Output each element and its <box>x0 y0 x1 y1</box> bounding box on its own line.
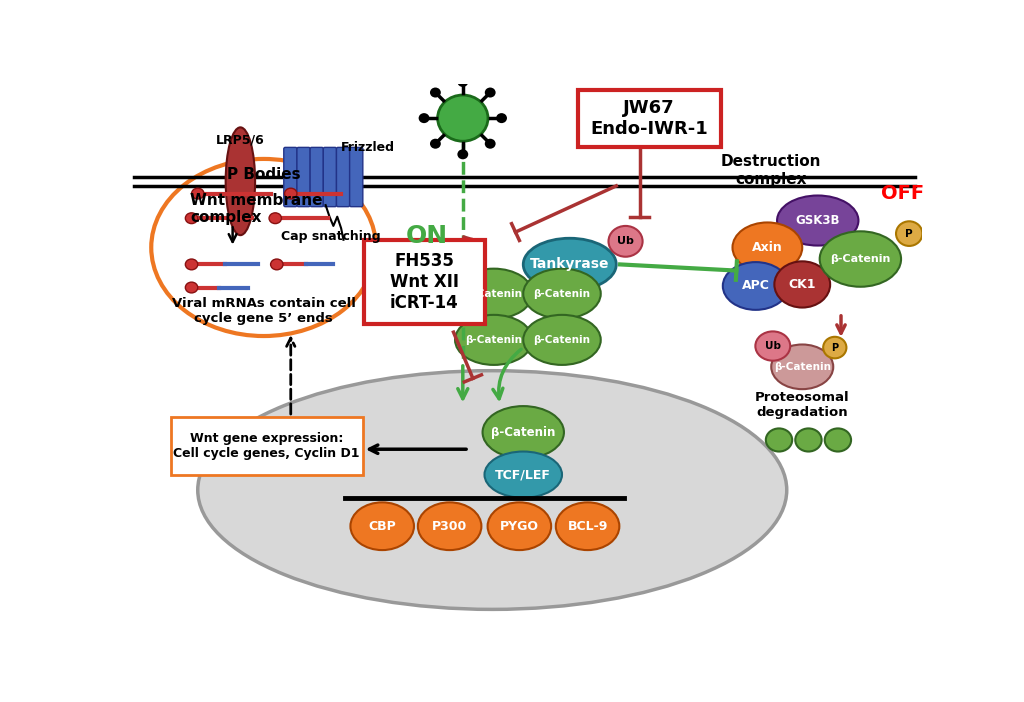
Ellipse shape <box>430 88 440 98</box>
Ellipse shape <box>455 315 532 365</box>
Ellipse shape <box>185 282 198 293</box>
Text: PYGO: PYGO <box>500 519 539 533</box>
Text: β-Catenin: β-Catenin <box>534 335 591 345</box>
Ellipse shape <box>484 451 562 498</box>
Text: Cap snatching: Cap snatching <box>281 230 380 243</box>
FancyBboxPatch shape <box>365 240 484 324</box>
Ellipse shape <box>269 213 282 224</box>
FancyBboxPatch shape <box>284 147 297 206</box>
Text: ON: ON <box>406 224 447 248</box>
FancyBboxPatch shape <box>578 90 721 147</box>
Text: P300: P300 <box>432 519 467 533</box>
Text: Viral mRNAs contain cell
cycle gene 5’ ends: Viral mRNAs contain cell cycle gene 5’ e… <box>172 297 355 324</box>
Text: CBP: CBP <box>369 519 396 533</box>
Text: OFF: OFF <box>882 184 925 203</box>
Text: GSK3B: GSK3B <box>796 214 840 227</box>
Text: APC: APC <box>741 279 770 293</box>
Text: P: P <box>905 229 913 239</box>
Ellipse shape <box>756 331 791 361</box>
Ellipse shape <box>350 503 414 550</box>
Ellipse shape <box>285 188 297 199</box>
Ellipse shape <box>484 88 496 98</box>
Ellipse shape <box>796 428 821 451</box>
Ellipse shape <box>430 139 440 149</box>
Ellipse shape <box>152 159 376 336</box>
FancyBboxPatch shape <box>349 147 362 206</box>
Text: Tankyrase: Tankyrase <box>530 258 609 272</box>
Ellipse shape <box>824 428 851 451</box>
FancyBboxPatch shape <box>310 147 324 206</box>
Ellipse shape <box>556 503 620 550</box>
Text: FH535
Wnt XII
iCRT-14: FH535 Wnt XII iCRT-14 <box>390 252 459 312</box>
Text: β-Catenin: β-Catenin <box>534 289 591 298</box>
Ellipse shape <box>523 269 601 319</box>
Text: JW67
Endo-IWR-1: JW67 Endo-IWR-1 <box>590 99 708 138</box>
Ellipse shape <box>225 127 255 235</box>
Text: Wnt membrane
complex: Wnt membrane complex <box>190 193 323 225</box>
Ellipse shape <box>732 223 802 272</box>
Ellipse shape <box>185 213 198 224</box>
Ellipse shape <box>484 139 496 149</box>
Ellipse shape <box>482 406 564 458</box>
Text: TCF/LEF: TCF/LEF <box>496 468 551 481</box>
Ellipse shape <box>487 503 551 550</box>
Ellipse shape <box>823 337 847 358</box>
Ellipse shape <box>419 113 429 123</box>
Ellipse shape <box>437 95 488 141</box>
Ellipse shape <box>723 262 788 310</box>
Text: β-Catenin: β-Catenin <box>830 254 891 264</box>
Ellipse shape <box>523 238 616 291</box>
FancyBboxPatch shape <box>337 147 349 206</box>
Ellipse shape <box>185 259 198 270</box>
Text: LRP5/6: LRP5/6 <box>216 133 265 146</box>
Ellipse shape <box>766 428 793 451</box>
Ellipse shape <box>458 77 468 87</box>
Text: BCL-9: BCL-9 <box>567 519 608 533</box>
Ellipse shape <box>458 150 468 159</box>
FancyBboxPatch shape <box>297 147 310 206</box>
Text: β-Catenin: β-Catenin <box>774 362 830 372</box>
Ellipse shape <box>270 259 283 270</box>
Ellipse shape <box>608 226 643 257</box>
Text: Axin: Axin <box>752 241 782 254</box>
Ellipse shape <box>418 503 481 550</box>
Ellipse shape <box>523 315 601 365</box>
Ellipse shape <box>496 113 507 123</box>
Text: P Bodies: P Bodies <box>226 167 300 182</box>
Ellipse shape <box>771 345 834 389</box>
Ellipse shape <box>191 188 204 199</box>
FancyBboxPatch shape <box>324 147 337 206</box>
Text: β-Catenin: β-Catenin <box>465 335 522 345</box>
Text: Frizzled: Frizzled <box>341 141 395 154</box>
Text: P: P <box>831 343 839 352</box>
Text: Wnt gene expression:
Cell cycle genes, Cyclin D1: Wnt gene expression: Cell cycle genes, C… <box>173 432 360 460</box>
Ellipse shape <box>819 232 901 286</box>
Text: β-Catenin: β-Catenin <box>465 289 522 298</box>
Ellipse shape <box>777 195 858 246</box>
Ellipse shape <box>198 371 786 609</box>
Text: β-Catenin: β-Catenin <box>492 426 555 439</box>
Ellipse shape <box>455 269 532 319</box>
Text: Ub: Ub <box>765 341 781 351</box>
FancyBboxPatch shape <box>171 417 362 475</box>
Text: Destruction
complex: Destruction complex <box>721 154 821 187</box>
Ellipse shape <box>774 261 830 307</box>
Ellipse shape <box>896 221 923 246</box>
Text: Proteosomal
degradation: Proteosomal degradation <box>755 391 850 419</box>
Text: Ub: Ub <box>617 237 634 246</box>
Text: CK1: CK1 <box>788 278 816 291</box>
